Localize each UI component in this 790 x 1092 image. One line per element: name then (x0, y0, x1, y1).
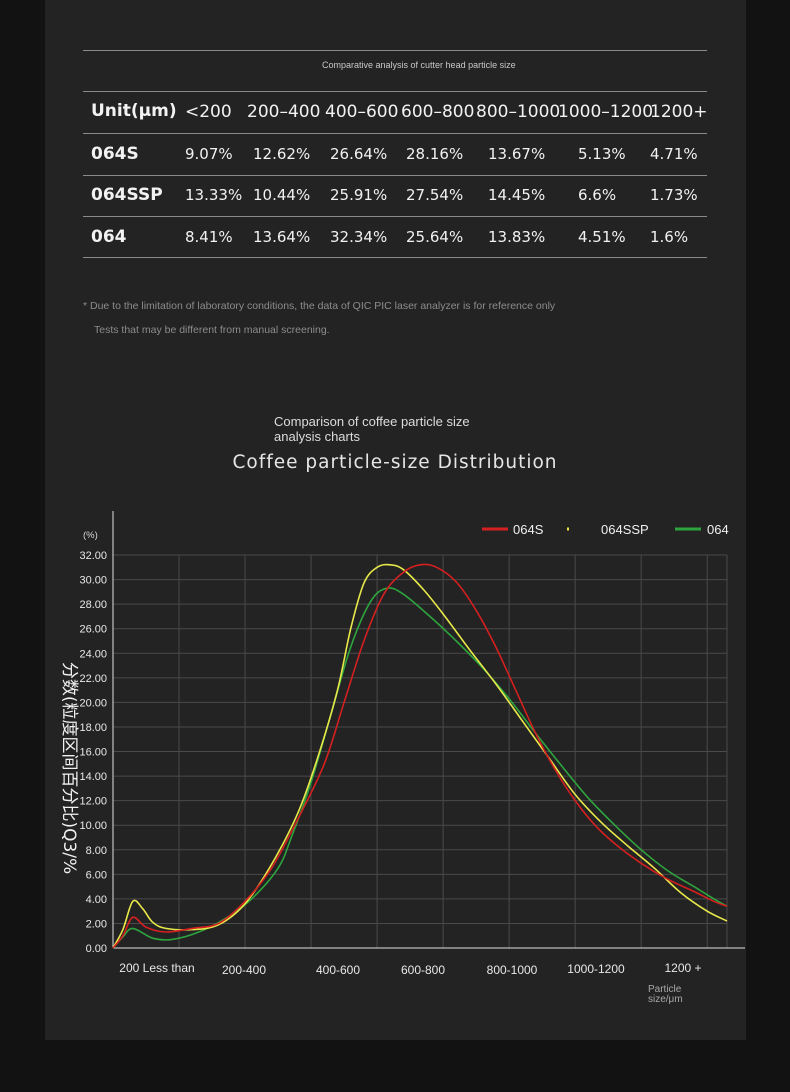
y-tick-label: 26.00 (79, 624, 107, 636)
table-cell: 13.67% (488, 145, 546, 163)
y-tick-label: 8.00 (86, 845, 107, 857)
table-cell: 1.73% (650, 186, 698, 204)
row-divider (83, 175, 707, 176)
x-axis-title: Particle (648, 984, 682, 995)
x-tick-label: 1200 + (664, 961, 701, 975)
y-tick-label: 24.00 (79, 648, 107, 660)
legend-label: 064SSP (601, 522, 649, 537)
table-cell: 14.45% (488, 186, 546, 204)
table-cell: 27.54% (406, 186, 464, 204)
table-cell: 25.91% (330, 186, 388, 204)
x-tick-label: 200-400 (222, 963, 266, 977)
table-cell: 5.13% (578, 145, 626, 163)
header-cell: Unit(μm) (91, 101, 177, 121)
row-label: 064 (91, 227, 127, 247)
header-cell: 200–400 (247, 102, 321, 122)
y-tick-label: 12.00 (79, 796, 107, 808)
y-tick-label: 0.00 (86, 943, 107, 955)
table-cell: 25.64% (406, 228, 464, 246)
header-cell: 1200+ (650, 102, 708, 122)
x-axis-title-2: size/μm (648, 994, 683, 1005)
chart-title: Coffee particle-size Distribution (232, 452, 558, 473)
y-tick-label: 14.00 (79, 771, 107, 783)
table-cell: 13.33% (185, 186, 243, 204)
header-cell: 400–600 (325, 102, 399, 122)
table-caption: Comparative analysis of cutter head part… (322, 60, 516, 70)
row-label: 064S (91, 144, 139, 164)
y-tick-label: 2.00 (86, 918, 107, 930)
row-divider (83, 216, 707, 217)
disclaimer-note: * Due to the limitation of laboratory co… (83, 300, 556, 312)
x-tick-label: 1000-1200 (567, 962, 625, 976)
legend-label: 064S (513, 522, 544, 537)
y-tick-label: 4.00 (86, 894, 107, 906)
y-tick-label: 30.00 (79, 575, 107, 587)
header-cell: <200 (185, 102, 232, 122)
row-label: 064SSP (91, 185, 163, 205)
table-cell: 32.34% (330, 228, 388, 246)
table-cell: 9.07% (185, 145, 233, 163)
table-bottom-rule (83, 257, 707, 258)
y-tick-label: 18.00 (79, 722, 107, 734)
y-tick-label: 32.00 (79, 550, 107, 562)
y-unit-label: (%) (83, 530, 98, 541)
table-cell: 10.44% (253, 186, 311, 204)
y-tick-label: 28.00 (79, 599, 107, 611)
y-tick-label: 6.00 (86, 869, 107, 881)
table-cell: 6.6% (578, 186, 617, 204)
table-cell: 12.62% (253, 145, 311, 163)
content-panel (45, 0, 746, 1040)
x-tick-label: 800-1000 (487, 963, 538, 977)
header-cell: 600–800 (401, 102, 475, 122)
particle-size-line-chart: 0.00 2.00 4.00 6.00 8.00 10.00 12.00 14.00 16.00… (59, 511, 745, 1005)
table-cell: 28.16% (406, 145, 464, 163)
y-tick-label: 20.00 (79, 697, 107, 709)
series-line-064ssp (112, 563, 728, 949)
table-header-rule (83, 91, 707, 92)
table-cell: 13.64% (253, 228, 311, 246)
row-divider (83, 133, 707, 134)
x-tick-label: 200 Less than (119, 961, 194, 975)
series-line-064 (112, 587, 728, 949)
series-line-064s (112, 563, 728, 949)
header-cell: 800–1000 (476, 102, 561, 122)
header-cell: 1000–1200 (558, 102, 654, 122)
table-cell: 4.71% (650, 145, 698, 163)
chart-caption: Comparison of coffee particle size analy… (274, 414, 470, 444)
table-cell: 1.6% (650, 228, 689, 246)
y-axis-title: 分数(粒度区间百分比)Q3/% (59, 662, 79, 874)
table-top-rule (83, 50, 707, 51)
x-tick-label: 600-800 (401, 963, 445, 977)
x-tick-label: 400-600 (316, 963, 360, 977)
table-cell: 26.64% (330, 145, 388, 163)
table-cell: 8.41% (185, 228, 233, 246)
table-cell: 4.51% (578, 228, 626, 246)
legend-label: 064 (707, 522, 729, 537)
y-tick-label: 22.00 (79, 673, 107, 685)
y-tick-label: 10.00 (79, 820, 107, 832)
y-tick-label: 16.00 (79, 747, 107, 759)
disclaimer-note-2: Tests that may be different from manual … (94, 324, 330, 336)
table-cell: 13.83% (488, 228, 546, 246)
